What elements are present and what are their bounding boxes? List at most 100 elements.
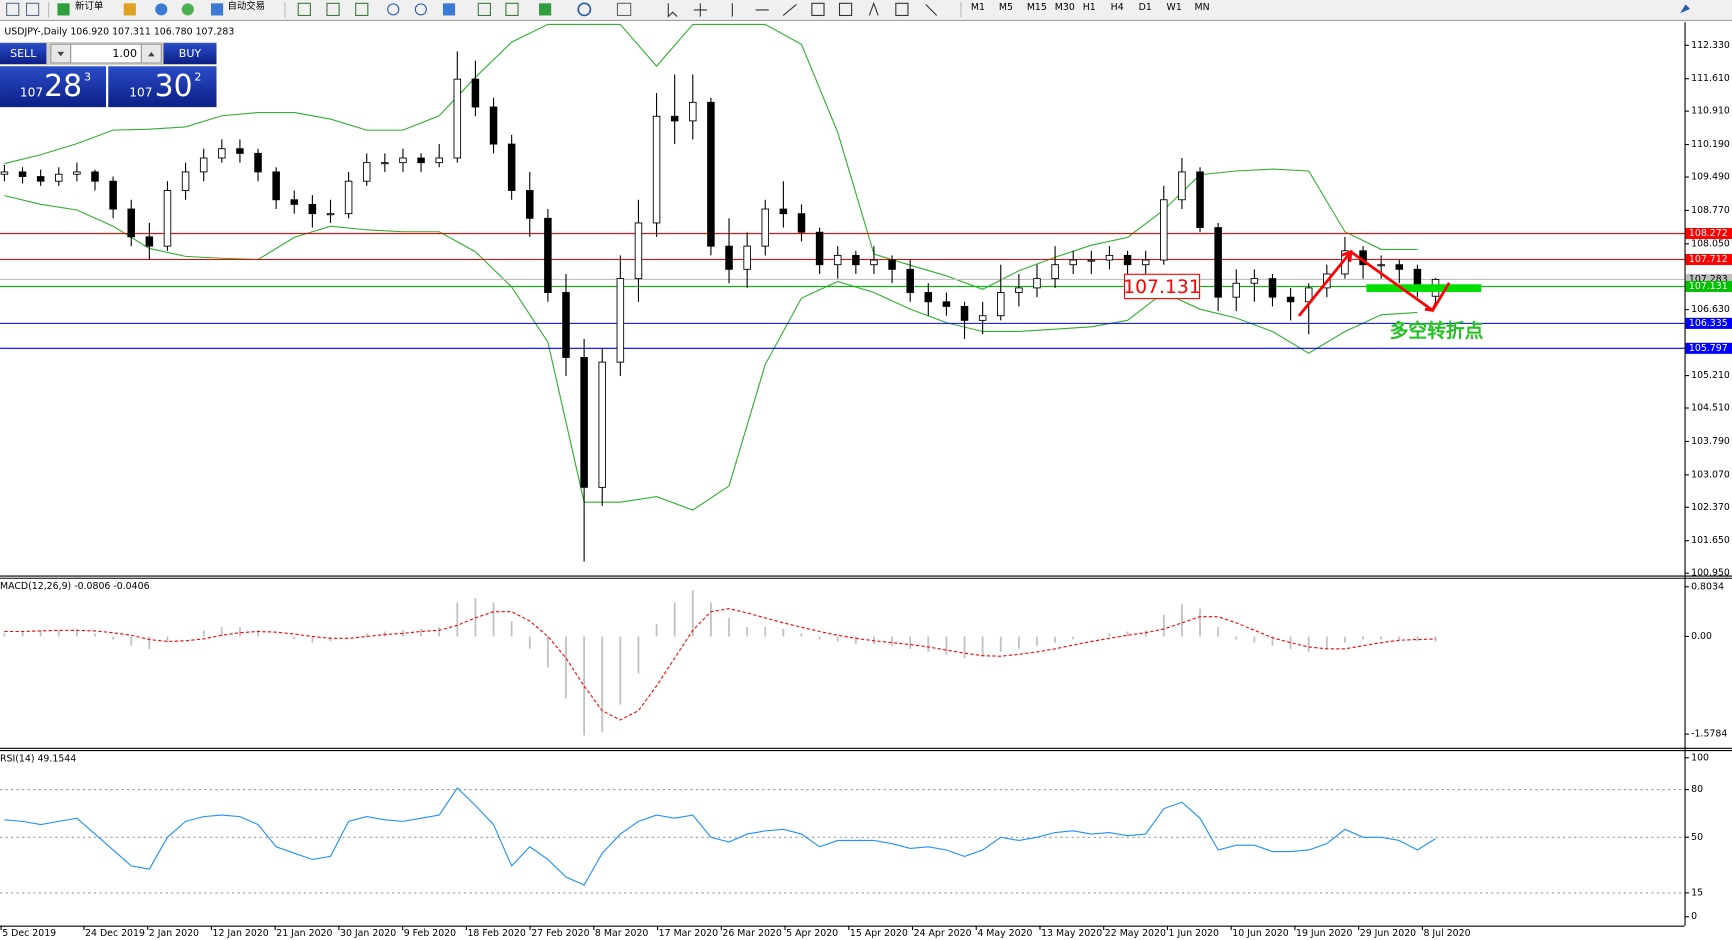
candle-body <box>272 171 280 201</box>
icon[interactable] <box>326 2 340 17</box>
icon[interactable] <box>477 2 491 17</box>
icon[interactable] <box>414 3 427 16</box>
candle-body <box>761 208 770 247</box>
macd-title: MACD(12,26,9) -0.0806 -0.0406 <box>0 581 150 592</box>
rsi-title: RSI(14) 49.1544 <box>0 753 76 764</box>
candle-body <box>435 157 443 164</box>
candle-body <box>779 208 788 215</box>
candle-body <box>18 171 27 178</box>
macd-signal <box>4 608 1436 721</box>
timeframe-button[interactable]: H4 <box>1111 2 1124 13</box>
timeframe-button[interactable]: M5 <box>999 2 1013 13</box>
icon[interactable] <box>811 2 825 17</box>
timeframe-button[interactable]: D1 <box>1139 2 1152 13</box>
icon[interactable] <box>355 2 369 17</box>
candle-body <box>1123 254 1132 266</box>
candle-body <box>1214 227 1222 298</box>
x-tick-label: 26 Mar 2020 <box>722 928 781 939</box>
y-tick-label: 103.790 <box>1691 436 1730 447</box>
icon[interactable] <box>181 3 194 16</box>
ask-box[interactable] <box>108 66 217 108</box>
bid-small: 3 <box>84 70 91 83</box>
candle-body <box>0 171 9 175</box>
y-tick-label: 106.630 <box>1691 304 1730 315</box>
x-tick-label: 5 Dec 2019 <box>2 928 56 939</box>
buy-button[interactable] <box>163 43 217 65</box>
icon[interactable] <box>57 3 70 16</box>
icon[interactable] <box>297 2 311 17</box>
y-tick-label: 109.490 <box>1691 172 1730 183</box>
y-tick-label: 50 <box>1691 832 1703 843</box>
x-tick-label: 1 Jun 2020 <box>1169 928 1219 939</box>
level-axis-label: 107.712 <box>1689 254 1728 265</box>
toolbar <box>0 0 1732 20</box>
icon[interactable] <box>6 2 20 17</box>
icon[interactable] <box>838 2 853 17</box>
trend-arrows <box>1297 249 1451 317</box>
icon[interactable] <box>782 3 797 16</box>
icon[interactable] <box>123 3 136 16</box>
candle-body <box>326 213 335 216</box>
candle-body <box>634 222 643 280</box>
y-tick-label: 0.8034 <box>1691 581 1724 592</box>
candle-body <box>1015 287 1023 293</box>
candle-body <box>362 162 371 182</box>
sell-button[interactable] <box>0 43 47 65</box>
candle-body <box>199 157 208 173</box>
timeframe-button[interactable]: H1 <box>1083 2 1096 13</box>
x-tick-label: 19 Jun 2020 <box>1296 928 1352 939</box>
x-tick-label: 12 Jan 2020 <box>213 928 269 939</box>
timeframe-button[interactable]: W1 <box>1167 2 1182 13</box>
candle-body <box>1051 264 1059 280</box>
x-tick-label: 4 May 2020 <box>977 928 1032 939</box>
timeframe-button[interactable]: M1 <box>971 2 985 13</box>
icon[interactable] <box>895 2 909 17</box>
timeframe-button[interactable]: M15 <box>1027 2 1047 13</box>
x-tick-label: 27 Feb 2020 <box>531 928 589 939</box>
candle-body <box>55 173 63 182</box>
icon[interactable] <box>539 3 552 16</box>
bid-box[interactable] <box>0 66 107 108</box>
candle-body <box>725 245 733 270</box>
icon[interactable] <box>693 3 707 17</box>
icon[interactable] <box>505 2 519 17</box>
y-tick-label: 0.00 <box>1691 631 1712 642</box>
y-tick-label: 15 <box>1691 887 1703 898</box>
icon[interactable] <box>667 3 678 18</box>
x-tick-label: 5 Apr 2020 <box>786 928 838 939</box>
icon[interactable] <box>442 3 456 16</box>
y-tick-label: 104.510 <box>1691 403 1730 414</box>
sell-label[interactable]: SELL <box>10 47 37 60</box>
y-tick-label: 101.650 <box>1691 535 1730 546</box>
lots-value[interactable]: 1.00 <box>112 47 137 60</box>
candle-body <box>906 268 914 293</box>
candle-body <box>127 208 135 238</box>
x-tick-label: 18 Feb 2020 <box>467 928 525 939</box>
level-axis-label: 106.335 <box>1689 318 1728 329</box>
icon[interactable] <box>387 3 400 16</box>
y-tick-label: 105.210 <box>1691 370 1730 381</box>
buy-label[interactable]: BUY <box>179 47 202 60</box>
icon[interactable] <box>155 3 168 16</box>
x-tick-label: 8 Mar 2020 <box>595 928 649 939</box>
timeframe-button[interactable]: M30 <box>1055 2 1075 13</box>
candle-body <box>1178 171 1186 201</box>
icon[interactable] <box>1680 4 1691 14</box>
timeframe-button[interactable]: MN <box>1195 2 1210 13</box>
icon[interactable] <box>25 2 40 17</box>
icon[interactable] <box>925 4 938 16</box>
icon[interactable] <box>868 1 879 16</box>
toolbar-button[interactable]: 新订单 <box>75 0 103 12</box>
icon[interactable] <box>577 2 592 17</box>
y-tick-label: 0 <box>1691 911 1697 922</box>
icon[interactable] <box>210 3 224 16</box>
toolbar-button[interactable]: 自动交易 <box>228 0 266 12</box>
y-tick-label: 108.050 <box>1691 238 1730 249</box>
arrow <box>57 51 65 57</box>
icon[interactable] <box>616 2 632 17</box>
toolbar-icons <box>6 1 1691 18</box>
candle-body <box>344 180 353 215</box>
candle-body <box>562 292 570 358</box>
